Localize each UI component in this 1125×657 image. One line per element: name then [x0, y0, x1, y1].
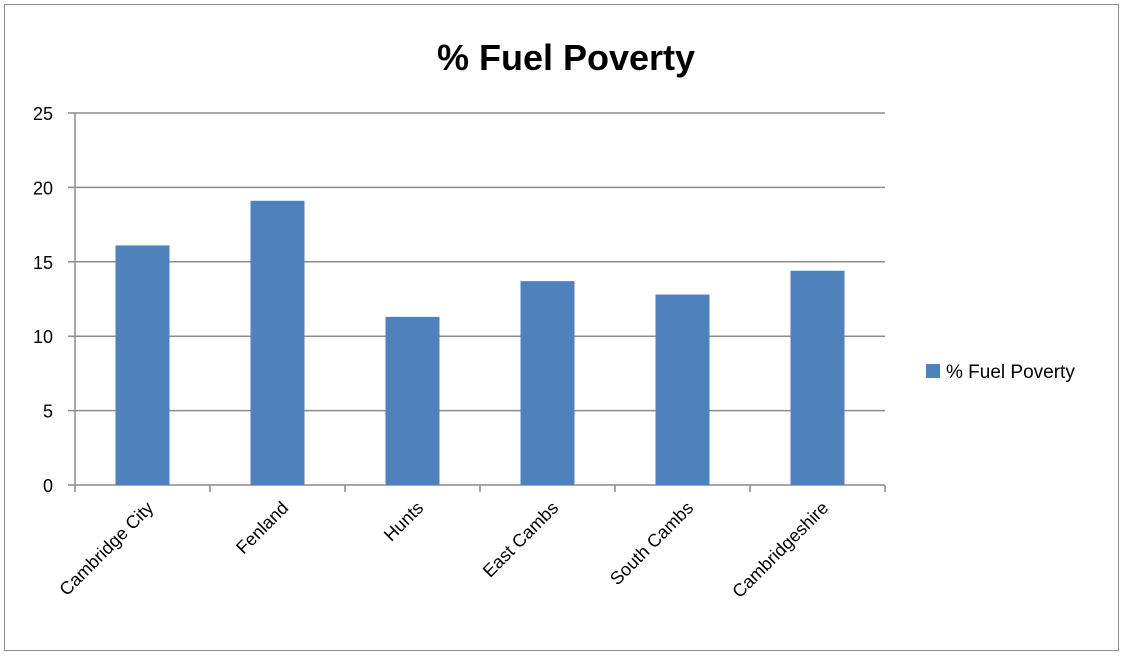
x-tick-label: Fenland [232, 498, 292, 558]
y-tick-label: 25 [33, 104, 53, 124]
bar-cambridgeshire [790, 270, 845, 485]
bar-cambridge-city [115, 245, 170, 485]
bar-hunts [385, 316, 440, 485]
x-axis-ticks: Cambridge City Fenland Hunts East Cambs Sout… [55, 485, 886, 602]
x-tick-label: Hunts [380, 498, 427, 545]
x-tick-label: South Cambs [606, 498, 697, 589]
x-tick-label: East Cambs [479, 498, 562, 581]
y-tick-label: 15 [33, 253, 53, 273]
bar-east-cambs [520, 281, 575, 485]
y-tick-label: 5 [43, 402, 53, 422]
y-axis-ticks: 0 5 10 15 20 25 [33, 104, 75, 496]
chart-title: % Fuel Poverty [437, 37, 695, 78]
x-tick-label: Cambridge City [55, 498, 157, 600]
legend-label: % Fuel Poverty [946, 362, 1075, 383]
axes [74, 113, 885, 486]
x-tick-label: Cambridgeshire [728, 498, 832, 602]
bars [115, 200, 845, 486]
legend: % Fuel Poverty [926, 362, 1075, 383]
grid-lines [75, 112, 885, 412]
bar-fenland [250, 200, 305, 486]
bar-south-cambs [655, 294, 710, 485]
y-tick-label: 20 [33, 178, 53, 198]
y-tick-label: 0 [43, 476, 53, 496]
legend-swatch [926, 364, 940, 378]
y-tick-label: 10 [33, 327, 53, 347]
